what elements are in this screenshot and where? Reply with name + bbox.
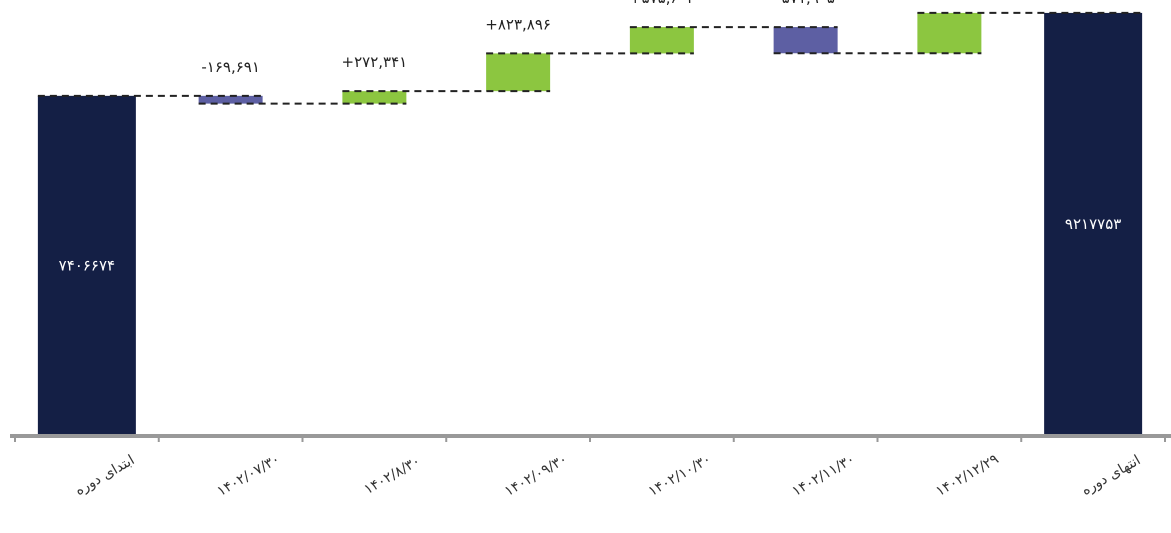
value-label-4: +۵۷۵,۶۰۴	[629, 0, 695, 7]
bar-total-7	[1044, 12, 1143, 435]
value-label-5: -۵۷۱,۹۰۵	[776, 0, 835, 7]
connectors-layer	[37, 11, 1143, 105]
value-label-7: ۹۲۱۷۷۵۳	[1065, 215, 1121, 233]
value-label-0: ۷۴۰۶۶۷۴	[59, 256, 115, 274]
bar-total-0	[37, 95, 136, 435]
x-tick-label-7: انتهای دوره	[1079, 452, 1143, 498]
bars-layer	[37, 12, 1143, 435]
x-tick-label-2: ۱۴۰۲/۸/۳۰	[361, 453, 423, 498]
value-label-2: +۲۷۲,۳۴۱	[342, 53, 408, 71]
x-tick-label-0: ابتدای دوره	[72, 452, 137, 499]
x-tick-label-1: ۱۴۰۲/۰۷/۳۰	[214, 451, 282, 500]
bar-increase-6	[917, 12, 982, 54]
x-tick-label-6: ۱۴۰۲/۱۲/۲۹	[933, 451, 1001, 500]
x-tick-label-4: ۱۴۰۲/۱۰/۳۰	[646, 451, 714, 500]
value-label-1: -۱۶۹,۶۹۱	[201, 58, 260, 76]
x-tick-label-5: ۱۴۰۲/۱۱/۳۰	[789, 451, 857, 500]
value-label-3: +۸۲۳,۸۹۶	[485, 15, 551, 33]
labels-layer: ۷۴۰۶۶۷۴ -۱۶۹,۶۹۱ +۲۷۲,۳۴۱ +۸۲۳,۸۹۶ +۵۷۵,۶۰۴ -…	[59, 0, 1144, 500]
bar-increase-3	[486, 53, 551, 92]
x-axis	[10, 434, 1171, 442]
bar-decrease-5	[773, 27, 838, 54]
bar-increase-4	[629, 27, 694, 54]
bar-increase-2	[342, 91, 407, 104]
bar-decrease-1	[198, 95, 263, 104]
x-tick-label-3: ۱۴۰۲/۰۹/۳۰	[502, 451, 570, 500]
